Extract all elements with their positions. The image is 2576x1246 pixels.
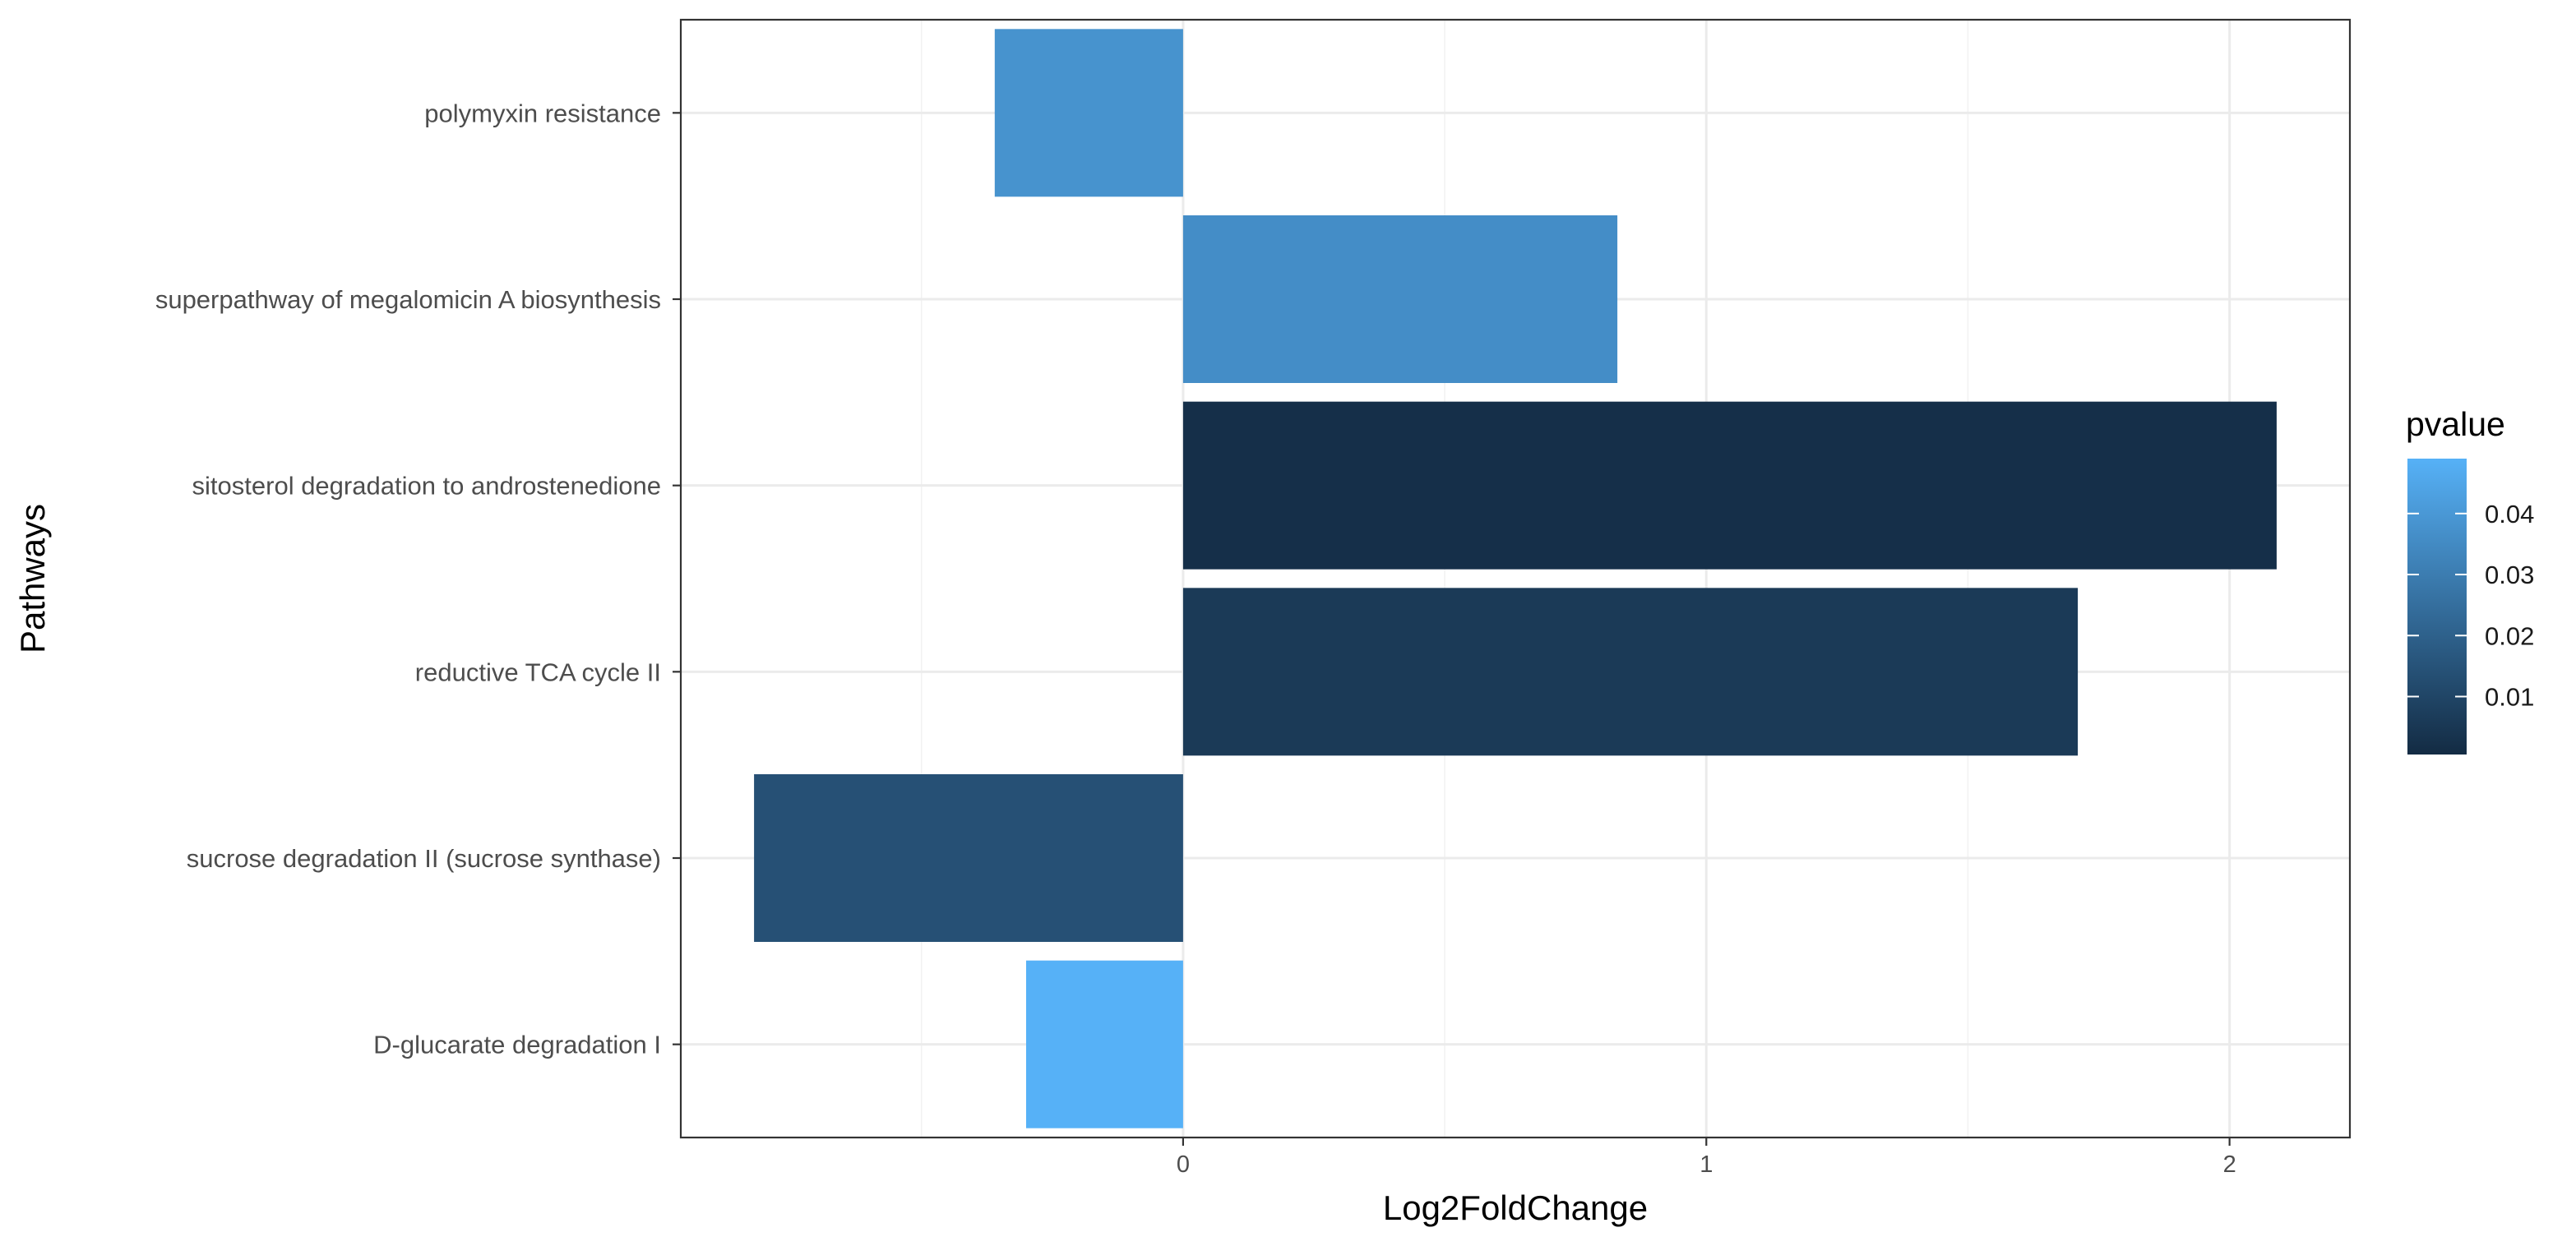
bar: [1026, 960, 1183, 1128]
y-tick-label: polymyxin resistance: [424, 99, 661, 127]
legend-tick-label: 0.02: [2485, 621, 2534, 650]
legend-tick-label: 0.03: [2485, 561, 2534, 589]
bar: [994, 29, 1183, 197]
y-tick-label: sucrose degradation II (sucrose synthase…: [187, 844, 661, 873]
grid-minor-lines: [920, 20, 1969, 1138]
y-tick-label: reductive TCA cycle II: [415, 658, 661, 686]
legend-colorbar: [2407, 459, 2467, 755]
x-tick-label: 2: [2223, 1151, 2236, 1178]
plot-panel-border: [679, 18, 2352, 1139]
legend-tick-label: 0.01: [2485, 682, 2534, 711]
legend-tick-label: 0.04: [2485, 500, 2534, 528]
bar: [1182, 401, 2277, 570]
y-tick-label: D-glucarate degradation I: [373, 1031, 661, 1059]
bars-layer: [754, 29, 2277, 1128]
y-axis: polymyxin resistance superpathway of mega…: [155, 99, 681, 1059]
x-tick-label: 0: [1177, 1151, 1190, 1178]
x-axis: 0 1 2: [1177, 1138, 2236, 1178]
x-tick-label: 1: [1700, 1151, 1713, 1178]
legend-title: pvalue: [2406, 405, 2505, 443]
legend-ticks: 0.04 0.03 0.02 0.01: [2407, 500, 2534, 711]
y-axis-title: Pathways: [13, 504, 52, 653]
bar: [754, 774, 1183, 942]
bar: [1182, 588, 2079, 756]
bar: [1182, 215, 1618, 383]
x-axis-title: Log2FoldChange: [1383, 1188, 1648, 1227]
color-legend: pvalue 0.04 0.03 0.02 0.01: [2406, 405, 2534, 755]
plot-panel-background: [681, 20, 2350, 1138]
y-tick-label: sitosterol degradation to androstenedion…: [192, 472, 661, 501]
y-tick-label: superpathway of megalomicin A biosynthes…: [155, 285, 661, 314]
